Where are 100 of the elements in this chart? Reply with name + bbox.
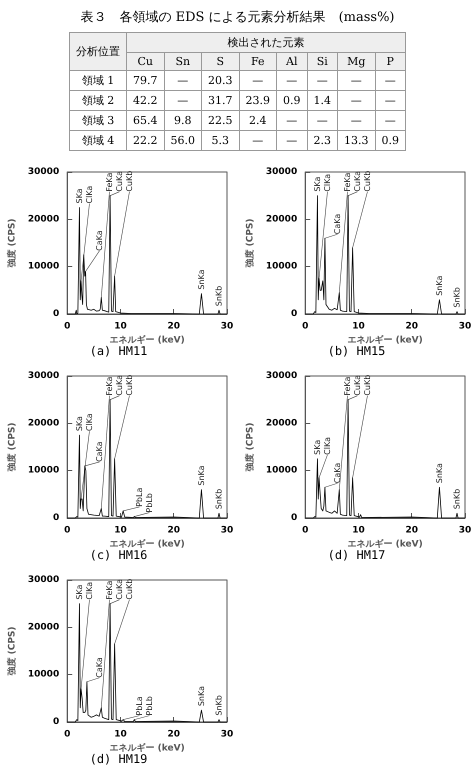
y-tick-label: 0 [52,717,60,727]
text: 2.3 [314,134,331,147]
text: (d) HM17 [328,548,386,562]
text: 9.8 [174,114,192,127]
annotation: CuKb [362,170,372,192]
x-tick-label: 20 [167,526,180,536]
text: — [384,94,396,107]
annotation: FeKa [342,172,352,192]
text: 検出された元素 [126,32,406,52]
annotation: CaKa [94,657,104,678]
category-label: 領域 2 [82,94,114,107]
text: 22.2 [133,134,158,147]
x-axis-title: エネルギー (keV) [348,538,423,550]
text: 23.9 [246,94,270,107]
x-tick-label: 0 [302,526,308,536]
annotation: CaKa [94,230,104,251]
x-tick-label: 20 [405,526,418,536]
text: (a) HM11 [90,344,148,358]
category-label: Mg [338,52,375,70]
x-tick-label: 10 [352,526,365,536]
text: — [286,74,298,87]
category-label: Si [307,52,338,70]
y-axis-title: 強度 (CPS) [6,626,18,676]
x-tick-label: 30 [458,322,472,332]
y-tick-label: 0 [290,309,298,319]
y-tick-label: 0 [52,309,60,319]
text: 20.3 [208,74,232,87]
text: 0.9 [382,134,399,147]
y-tick-label: 10000 [266,466,298,476]
x-axis-title: エネルギー (keV) [348,334,423,346]
text: — [316,74,328,87]
text: 1.4 [314,94,331,107]
y-tick-label: 0 [290,513,298,523]
y-axis-title: 強度 (CPS) [6,218,18,268]
x-tick-label: 20 [167,730,180,740]
text: 22.5 [208,114,232,127]
category-label: Cu [126,52,164,70]
annotation: CuKb [124,578,134,600]
text: 2.4 [249,114,266,127]
y-tick-label: 10000 [28,670,60,680]
x-axis-title: エネルギー (keV) [110,334,185,346]
annotation: PbLb [144,696,154,716]
annotation: SnKa [434,462,444,484]
annotation: ClKa [322,436,332,455]
annotation: SnKb [214,695,224,716]
y-tick-label: 20000 [28,622,60,632]
y-tick-label: 30000 [28,575,60,585]
annotation: CuKb [124,170,134,192]
annotation: ClKa [84,186,94,204]
annotation: SnKb [452,287,462,308]
y-tick-label: 30000 [266,371,298,381]
text: — [286,134,298,147]
x-tick-label: 30 [220,730,234,740]
annotation: CuKb [362,374,372,396]
x-tick-label: 10 [352,322,365,332]
x-tick-label: 10 [114,322,127,332]
y-axis-title: 強度 (CPS) [244,422,256,472]
annotation: SKa [74,188,84,204]
annotation: CuKa [114,170,124,192]
category-label: 領域 3 [82,114,114,127]
annotation: CuKa [114,578,124,600]
annotation: SnKa [196,465,206,486]
y-tick-label: 30000 [28,371,60,381]
y-tick-label: 20000 [28,214,60,224]
text: (b) HM15 [328,344,386,358]
category-label: Al [276,52,307,70]
y-tick-label: 10000 [266,262,298,272]
x-tick-label: 0 [64,730,70,740]
y-tick-label: 20000 [28,418,60,428]
annotation: FeKa [104,580,114,600]
annotation: SnKb [214,286,224,306]
category-label: Sn [164,52,202,70]
annotation: CuKb [124,374,134,396]
category-label: S [202,52,239,70]
annotation: ClKa [84,582,94,600]
y-tick-label: 0 [52,513,60,523]
text: 5.3 [212,134,229,147]
text: 表３ 各領域の EDS による元素分析結果 (mass%) [80,9,396,26]
text: — [384,74,396,87]
text: — [177,94,188,107]
annotation: FeKa [342,376,352,396]
x-tick-label: 30 [458,526,472,536]
text: 13.3 [344,134,368,147]
text: — [252,134,264,147]
text: — [252,74,264,87]
x-tick-label: 0 [64,322,70,332]
text: 分析位置 [70,32,126,70]
y-tick-label: 30000 [266,167,298,177]
annotation: CuKa [352,170,362,192]
annotation: SKa [312,440,322,455]
text: — [177,74,188,87]
annotation: SnKa [434,276,444,296]
text: 0.9 [283,94,300,107]
x-tick-label: 30 [220,526,234,536]
annotation: FeKa [104,172,114,192]
annotation: SKa [312,176,322,192]
annotation: PbLa [134,696,144,716]
x-axis-title: エネルギー (keV) [110,538,185,550]
annotation: CuKa [352,374,362,396]
annotation: SnKa [196,686,206,706]
